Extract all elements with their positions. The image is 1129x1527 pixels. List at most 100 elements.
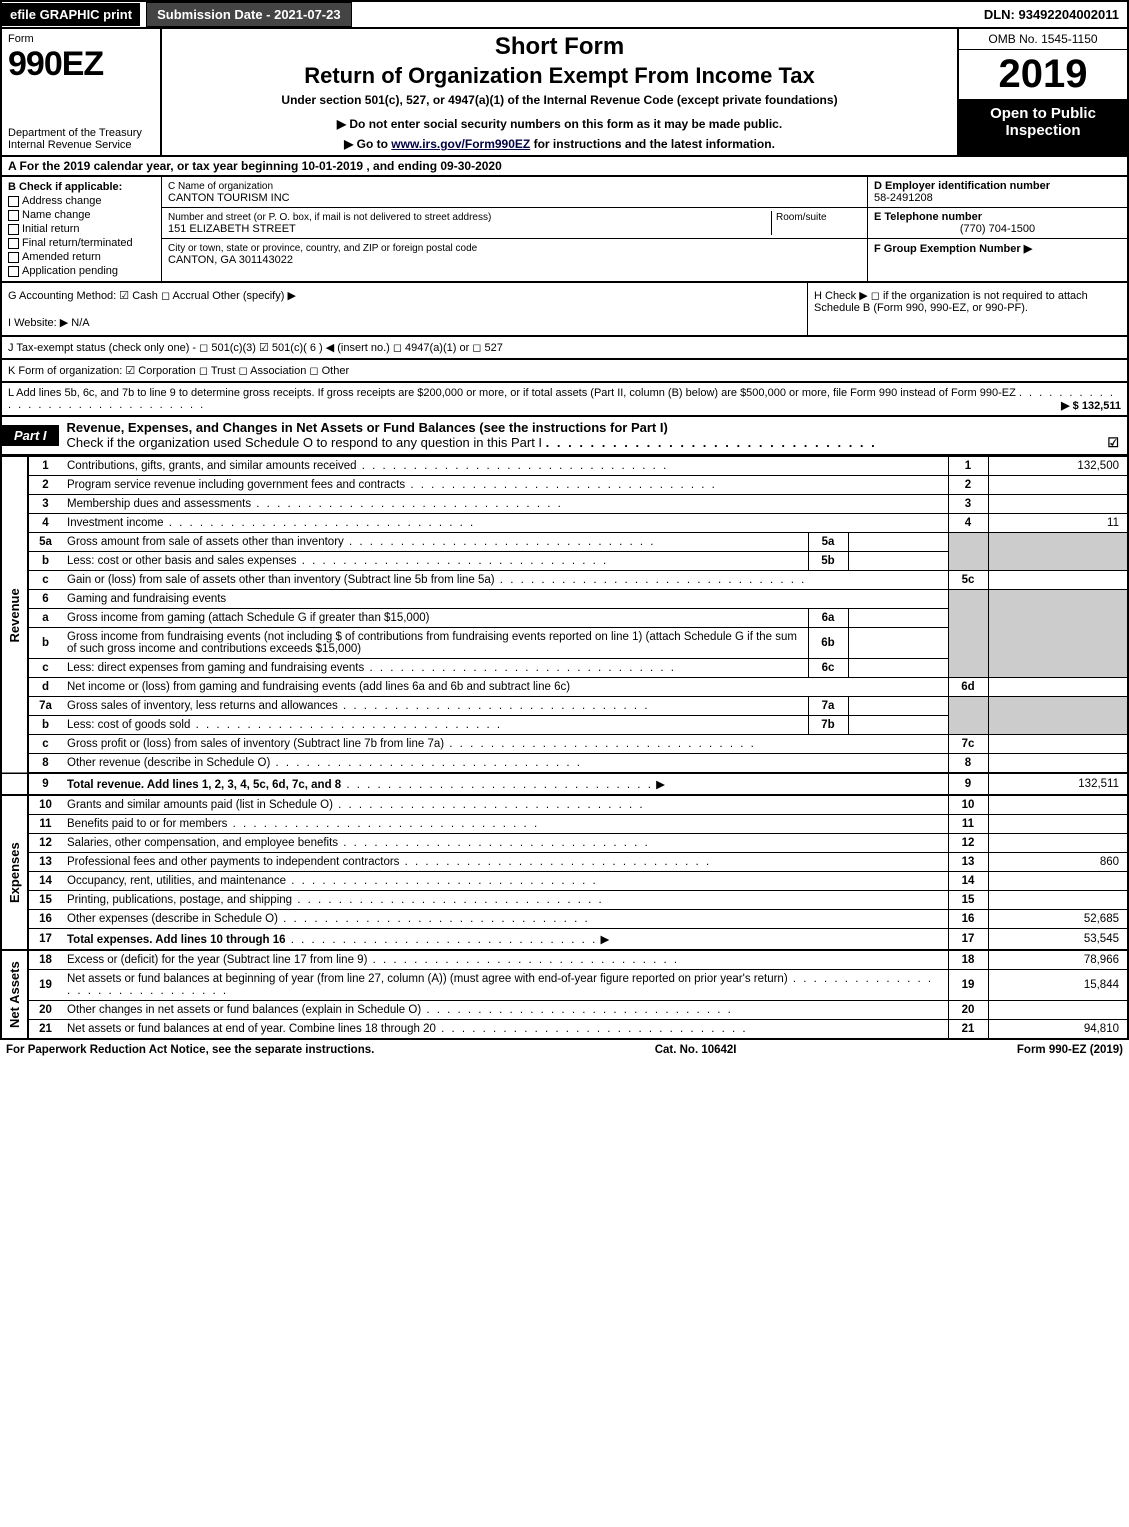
table-row: 17 Total expenses. Add lines 10 through … (1, 929, 1128, 951)
row-gh: G Accounting Method: ☑ Cash ◻ Accrual Ot… (0, 283, 1129, 337)
open-to-public: Open to Public Inspection (959, 99, 1127, 155)
line-amount: 78,966 (988, 950, 1128, 970)
line-ref: 14 (948, 872, 988, 891)
table-row: 13 Professional fees and other payments … (1, 853, 1128, 872)
line-desc: Contributions, gifts, grants, and simila… (67, 460, 668, 472)
dln-label: DLN: 93492204002011 (976, 3, 1127, 26)
part1-tag: Part I (2, 425, 59, 446)
phone: (770) 704-1500 (874, 223, 1121, 235)
line-num: 1 (28, 457, 62, 476)
footer-left: For Paperwork Reduction Act Notice, see … (6, 1044, 374, 1056)
line-amount (988, 754, 1128, 774)
table-row: 20 Other changes in net assets or fund b… (1, 1001, 1128, 1020)
under-section: Under section 501(c), 527, or 4947(a)(1)… (170, 93, 949, 107)
row-k-form-org: K Form of organization: ☑ Corporation ◻ … (0, 360, 1129, 383)
line-amount (988, 678, 1128, 697)
line-num: 5a (28, 533, 62, 552)
line-ref: 11 (948, 815, 988, 834)
table-row: 4 Investment income 4 11 (1, 514, 1128, 533)
line-ref: 18 (948, 950, 988, 970)
top-bar: efile GRAPHIC print Submission Date - 20… (0, 0, 1129, 29)
expenses-side-label: Expenses (1, 795, 28, 950)
row-j-tax-exempt: J Tax-exempt status (check only one) - ◻… (0, 337, 1129, 360)
sub-ref: 7b (808, 716, 848, 735)
chk-amended-return[interactable]: Amended return (8, 251, 155, 263)
line-num: d (28, 678, 62, 697)
chk-name-change[interactable]: Name change (8, 209, 155, 221)
line-ref: 15 (948, 891, 988, 910)
line-ref: 6d (948, 678, 988, 697)
part1-title: Revenue, Expenses, and Changes in Net As… (67, 420, 668, 435)
line-amount (988, 872, 1128, 891)
line-desc: Gross income from fundraising events (no… (62, 628, 808, 659)
line-desc: Gaming and fundraising events (62, 590, 948, 609)
c-label: C Name of organization (168, 181, 273, 192)
sub-amount (848, 716, 948, 735)
line-ref: 9 (948, 773, 988, 795)
irs-link[interactable]: www.irs.gov/Form990EZ (391, 137, 530, 151)
line-num: a (28, 609, 62, 628)
table-row: 19 Net assets or fund balances at beginn… (1, 970, 1128, 1001)
dept-label: Department of the Treasury Internal Reve… (8, 127, 154, 151)
line-desc: Other changes in net assets or fund bala… (67, 1004, 733, 1016)
line-num: 16 (28, 910, 62, 929)
line-desc: Less: cost or other basis and sales expe… (67, 555, 608, 567)
org-name: CANTON TOURISM INC (168, 192, 290, 204)
row-h: H Check ▶ ◻ if the organization is not r… (807, 283, 1127, 335)
line-desc: Excess or (deficit) for the year (Subtra… (67, 954, 679, 966)
return-title: Return of Organization Exempt From Incom… (170, 63, 949, 89)
sub-ref: 6a (808, 609, 848, 628)
line-amount (988, 735, 1128, 754)
form-word: Form (8, 33, 154, 45)
form-id-block: Form 990EZ Department of the Treasury In… (2, 29, 162, 155)
sub-amount (848, 628, 948, 659)
sub-amount (848, 552, 948, 571)
line-ref: 12 (948, 834, 988, 853)
chk-initial-return[interactable]: Initial return (8, 223, 155, 235)
line-amount (988, 834, 1128, 853)
sub-ref: 5b (808, 552, 848, 571)
line-amount: 53,545 (988, 929, 1128, 951)
table-row: 16 Other expenses (describe in Schedule … (1, 910, 1128, 929)
section-c: C Name of organization CANTON TOURISM IN… (162, 177, 867, 281)
sub-amount (848, 609, 948, 628)
line-amount: 11 (988, 514, 1128, 533)
page-footer: For Paperwork Reduction Act Notice, see … (0, 1040, 1129, 1060)
line-num: 8 (28, 754, 62, 774)
line-num: b (28, 628, 62, 659)
line-num: c (28, 659, 62, 678)
accounting-method: G Accounting Method: ☑ Cash ◻ Accrual Ot… (8, 289, 801, 302)
line-desc: Professional fees and other payments to … (67, 856, 711, 868)
chk-application-pending[interactable]: Application pending (8, 265, 155, 277)
line-desc: Salaries, other compensation, and employ… (67, 837, 650, 849)
line-ref: 3 (948, 495, 988, 514)
omb-number: OMB No. 1545-1150 (959, 29, 1127, 50)
line-desc: Gain or (loss) from sale of assets other… (67, 574, 806, 586)
table-row: c Gain or (loss) from sale of assets oth… (1, 571, 1128, 590)
table-row: 14 Occupancy, rent, utilities, and maint… (1, 872, 1128, 891)
line-desc: Less: direct expenses from gaming and fu… (67, 662, 676, 674)
sub-amount (848, 659, 948, 678)
chk-address-change[interactable]: Address change (8, 195, 155, 207)
netassets-side-label: Net Assets (1, 950, 28, 1039)
efile-print-button[interactable]: efile GRAPHIC print (2, 3, 140, 26)
line-num: 15 (28, 891, 62, 910)
line-amount (988, 1001, 1128, 1020)
chk-final-return[interactable]: Final return/terminated (8, 237, 155, 249)
line-num: c (28, 735, 62, 754)
line-num: 13 (28, 853, 62, 872)
line-num: 18 (28, 950, 62, 970)
line-ref: 4 (948, 514, 988, 533)
line-ref: 21 (948, 1020, 988, 1040)
line-ref: 7c (948, 735, 988, 754)
submission-date: Submission Date - 2021-07-23 (146, 2, 352, 27)
goto-pre: ▶ Go to (344, 137, 391, 151)
goto-line: ▶ Go to www.irs.gov/Form990EZ for instru… (170, 137, 949, 151)
line-amount: 132,500 (988, 457, 1128, 476)
part1-checkbox[interactable]: ☑ (1107, 435, 1119, 451)
row-l-amount: ▶ $ 132,511 (1061, 399, 1121, 412)
line-amount: 52,685 (988, 910, 1128, 929)
line-amount (988, 571, 1128, 590)
form-number: 990EZ (8, 45, 154, 84)
line-num: 4 (28, 514, 62, 533)
